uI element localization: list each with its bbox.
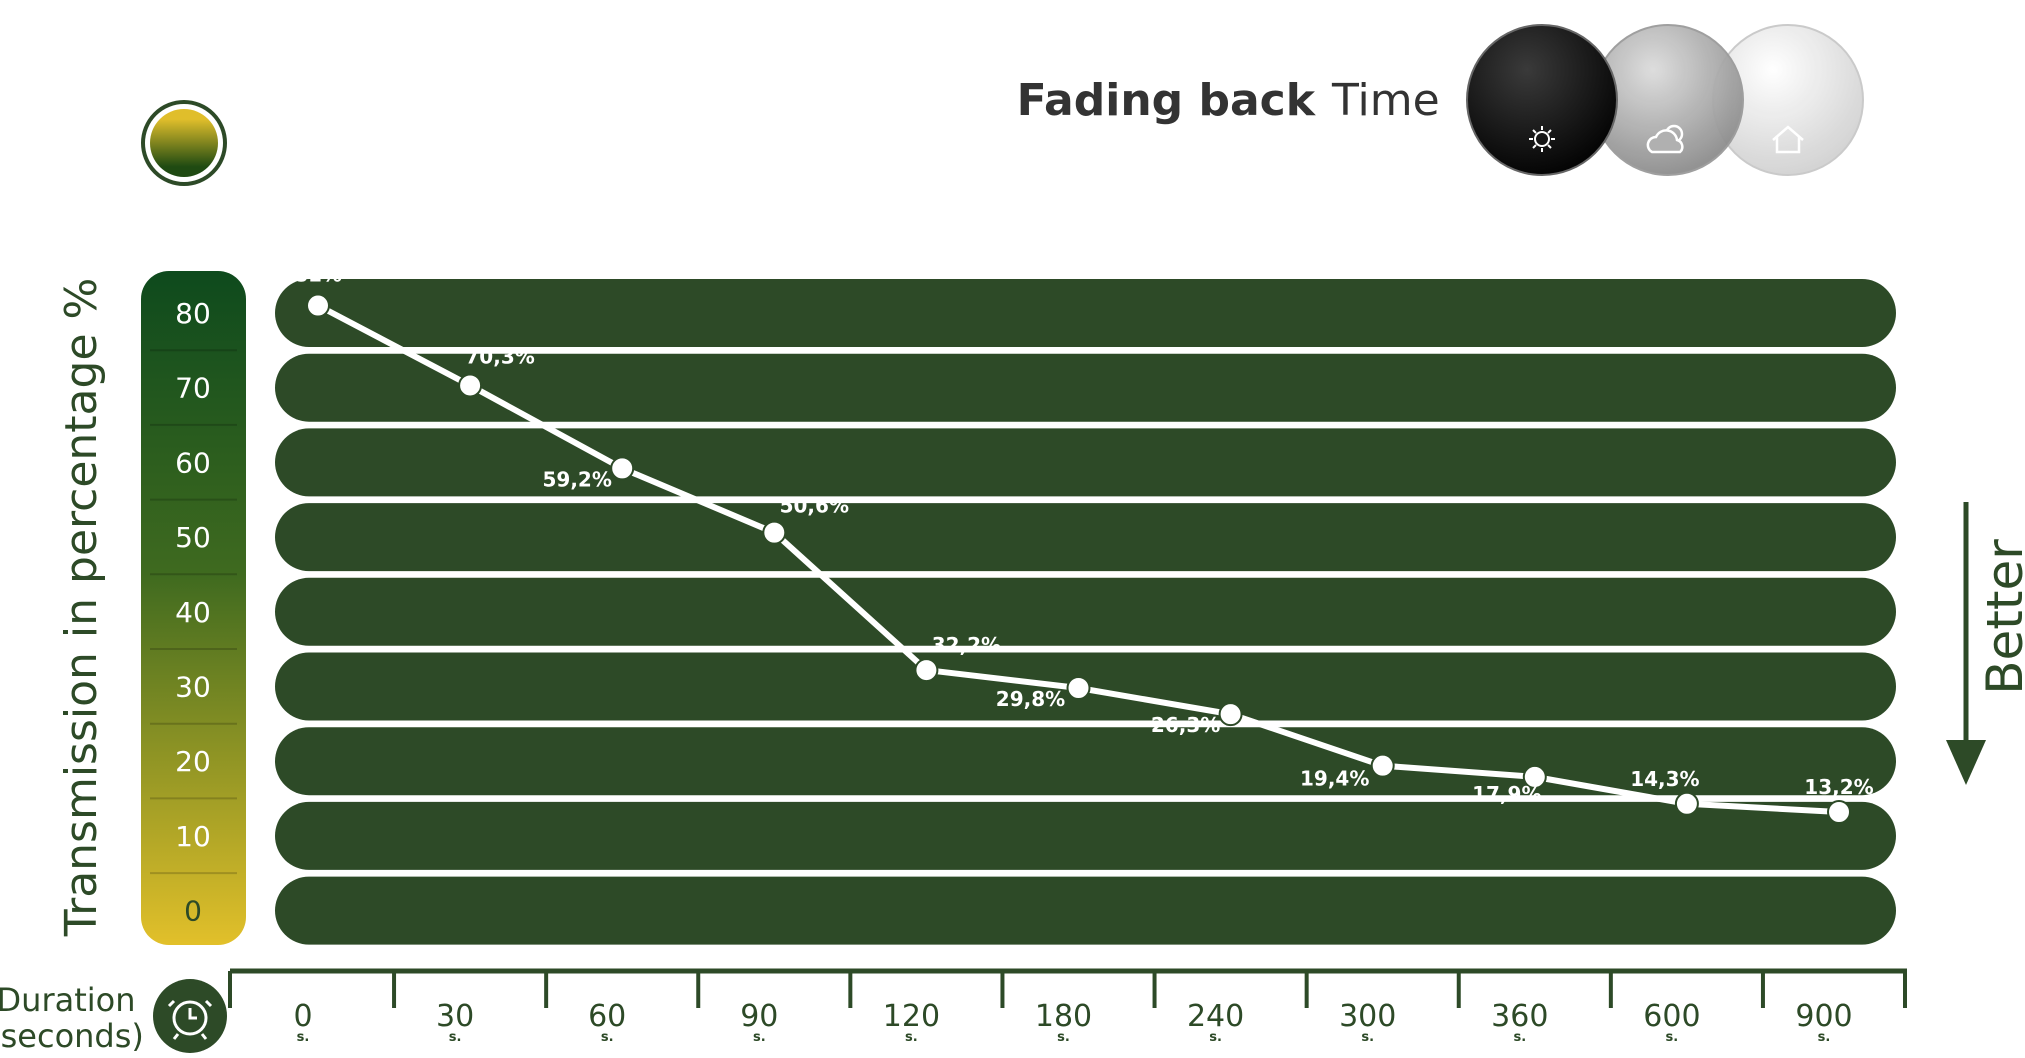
data-label: 19,4% (1300, 767, 1369, 791)
x-tick-label: 60 (588, 999, 626, 1034)
data-point (914, 658, 939, 683)
x-unit-label: s. (1209, 1030, 1222, 1045)
x-unit-label: s. (905, 1030, 918, 1045)
y-tick-label: 70 (175, 372, 211, 405)
y-tick-label: 50 (175, 521, 211, 554)
data-label: 14,3% (1630, 767, 1699, 791)
better-label: Better (1976, 539, 2025, 695)
grid-band (275, 727, 1896, 796)
y-tick-label: 10 (175, 820, 211, 853)
data-point (1827, 799, 1851, 824)
data-label: 59,2% (543, 467, 612, 491)
data-point (306, 293, 330, 318)
x-tick-label: 30 (436, 999, 474, 1034)
data-point (1674, 791, 1699, 816)
x-axis-label-line1: Duration (0, 981, 135, 1019)
x-tick-label: 300 (1339, 999, 1396, 1034)
x-unit-label: s. (1057, 1030, 1070, 1045)
x-axis-label-line2: (seconds) (0, 1017, 144, 1055)
y-tick-column (141, 271, 246, 945)
x-unit-label: s. (1361, 1030, 1374, 1045)
data-point (610, 456, 635, 481)
x-tick-label: 900 (1795, 999, 1852, 1034)
grid-band (275, 428, 1896, 497)
grid-band (275, 577, 1896, 646)
cloud-sun-icon (1646, 124, 1684, 154)
title-light: Time (1331, 75, 1440, 126)
x-unit-label: s. (601, 1030, 614, 1045)
x-unit-label: s. (449, 1030, 462, 1045)
data-label: 13,2% (1804, 775, 1873, 799)
alarm-clock-icon (153, 979, 227, 1053)
data-label: 50,6% (780, 494, 849, 518)
x-tick-label: 0 (293, 999, 312, 1034)
lens-legend (1466, 24, 1864, 176)
x-tick-label: 120 (883, 999, 940, 1034)
x-tick-label: 360 (1491, 999, 1548, 1034)
x-unit-label: s. (297, 1030, 310, 1045)
x-unit-label: s. (1666, 1030, 1679, 1045)
title-bold: Fading back (1017, 75, 1317, 126)
y-tick-label: 0 (184, 895, 202, 928)
data-label: 26,3% (1151, 713, 1220, 737)
grid-band (275, 279, 1896, 347)
y-tick-label: 60 (175, 446, 211, 479)
medium-lens (1592, 24, 1744, 176)
y-tick-label: 80 (175, 297, 211, 330)
dark-lens (1466, 24, 1618, 176)
y-tick-label: 30 (175, 671, 211, 704)
data-point (762, 520, 787, 545)
x-tick-label: 600 (1643, 999, 1700, 1034)
grid-band (275, 801, 1896, 870)
data-label: 29,8% (996, 687, 1065, 711)
grid-band (275, 503, 1896, 572)
data-label: 32,2% (932, 633, 1001, 657)
better-arrow (1946, 502, 1986, 785)
x-unit-label: s. (753, 1030, 766, 1045)
y-axis-label: Transmission in percentage % (56, 278, 107, 938)
gradient-circle-icon (141, 100, 227, 186)
data-point (1370, 753, 1395, 778)
data-point (1522, 764, 1547, 789)
data-label: 70,3% (465, 344, 534, 368)
y-tick-label: 20 (175, 745, 211, 778)
x-unit-label: s. (1818, 1030, 1831, 1045)
x-unit-label: s. (1513, 1030, 1526, 1045)
y-tick-label: 40 (175, 596, 211, 629)
home-icon (1772, 125, 1804, 154)
sun-icon (1529, 126, 1555, 152)
x-tick-label: 90 (740, 999, 778, 1034)
grid-band (275, 876, 1896, 945)
data-point (458, 373, 483, 398)
x-tick-label: 240 (1187, 999, 1244, 1034)
data-label: 81% (294, 263, 342, 287)
data-label: 17,9% (1472, 782, 1541, 806)
data-point (1066, 675, 1091, 700)
grid-band (275, 353, 1896, 422)
data-point (1218, 702, 1243, 727)
x-tick-label: 180 (1035, 999, 1092, 1034)
